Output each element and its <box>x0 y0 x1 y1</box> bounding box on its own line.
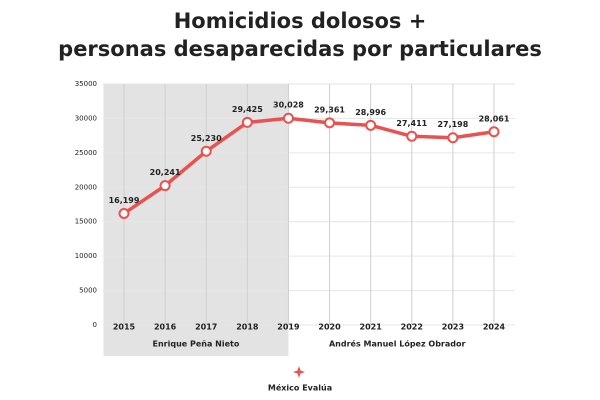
chart-title: Homicidios dolosos + <box>174 9 427 33</box>
y-tick-label: 15000 <box>75 218 97 226</box>
data-label: 29,361 <box>314 105 345 114</box>
marker <box>406 130 418 142</box>
x-tick-label: 2024 <box>483 323 506 332</box>
marker <box>365 119 377 131</box>
marker <box>118 207 130 219</box>
y-tick-label: 0 <box>93 321 97 329</box>
data-label: 29,425 <box>232 105 263 114</box>
period-label: Andrés Manuel López Obrador <box>329 339 466 349</box>
x-tick-label: 2022 <box>401 323 423 332</box>
x-tick-label: 2023 <box>442 323 464 332</box>
y-tick-label: 25000 <box>75 149 97 157</box>
x-tick-label: 2020 <box>318 323 341 332</box>
chart-title: personas desaparecidas por particulares <box>58 37 542 61</box>
y-tick-label: 20000 <box>75 183 97 191</box>
logo-icon <box>293 366 305 378</box>
period-shade <box>103 84 289 356</box>
marker <box>200 145 212 157</box>
data-label: 16,199 <box>109 196 140 205</box>
y-tick-label: 30000 <box>75 114 97 122</box>
data-label: 27,198 <box>437 120 468 129</box>
line <box>123 116 495 215</box>
y-tick-label: 5000 <box>79 287 97 295</box>
y-tick-label: 10000 <box>75 252 97 260</box>
x-tick-label: 2021 <box>360 323 383 332</box>
x-tick-label: 2018 <box>236 323 259 332</box>
period-label: Enrique Peña Nieto <box>153 340 240 349</box>
data-label: 28,061 <box>479 114 510 123</box>
marker <box>241 116 253 128</box>
x-tick-label: 2015 <box>113 323 136 332</box>
y-tick-label: 35000 <box>75 80 97 88</box>
marker <box>282 112 294 124</box>
data-label: 30,028 <box>273 101 304 110</box>
data-label: 25,230 <box>191 134 222 143</box>
marker <box>488 126 500 138</box>
x-tick-label: 2016 <box>154 323 177 332</box>
x-tick-label: 2019 <box>277 323 300 332</box>
data-label: 28,996 <box>355 108 386 117</box>
data-label: 20,241 <box>150 168 181 177</box>
x-tick-label: 2017 <box>195 323 217 332</box>
source: México Evalúa <box>268 383 332 393</box>
marker <box>447 132 459 144</box>
marker <box>159 180 171 192</box>
marker <box>324 117 336 129</box>
background-layer <box>103 83 515 356</box>
data-label: 27,411 <box>396 119 427 128</box>
